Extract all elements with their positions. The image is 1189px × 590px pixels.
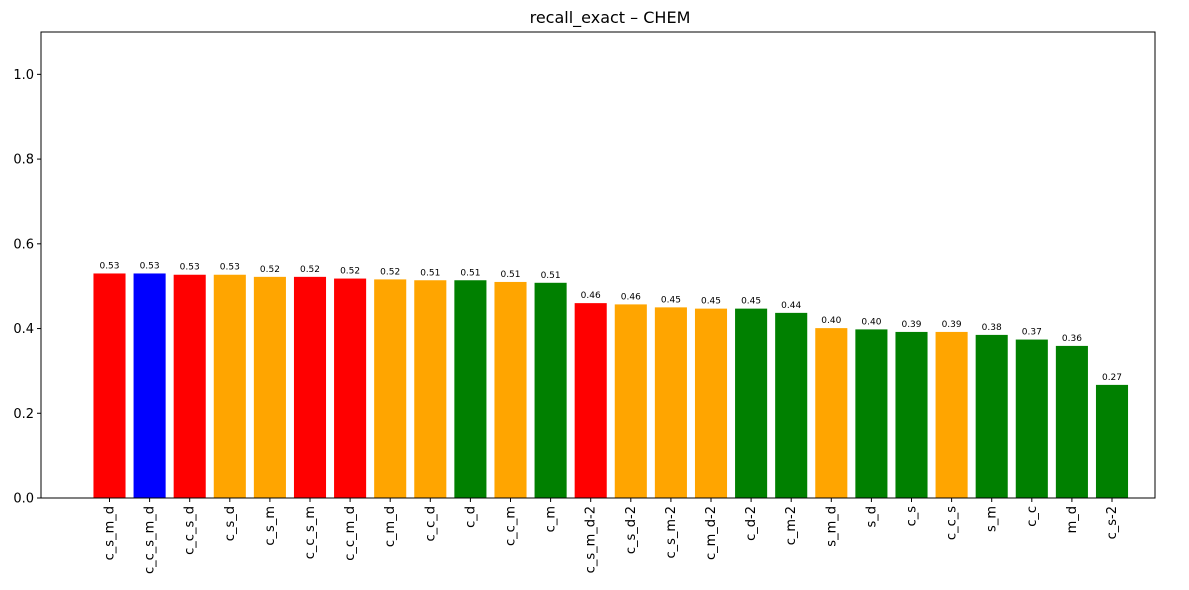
bar-value-label: 0.46 [581,291,601,301]
bar-value-labels: 0.53 0.53 0.53 0.53 0.52 0.52 0.52 0.52 0.51 0.51… [99,261,1122,382]
bar-value-label: 0.39 [901,320,921,330]
bar-value-label: 0.53 [99,261,119,271]
y-tick-label: 0.4 [13,322,34,337]
x-tick-label: c_s_m_d [103,506,118,560]
y-tick-label: 1.0 [13,68,34,83]
bar-s_m_d [815,328,848,498]
x-tick-label: c_s-2 [1105,506,1120,539]
x-tick-label: c_m-2 [784,506,799,545]
bar-m_d [1055,345,1088,498]
x-tick-label: s_d [864,506,879,528]
bar-value-label: 0.27 [1102,373,1122,383]
x-tick-label: c_c [1025,506,1040,527]
bar-value-label: 0.51 [500,270,520,280]
x-tick-label: c_s_m_d-2 [584,506,599,573]
bar-c_c [1015,339,1048,498]
bar-c_m [534,282,567,498]
bar-c_m_d-2 [694,308,728,498]
x-tick-label: s_m_d [824,506,839,547]
x-tick-label: c_c_s [945,506,960,540]
bar-c_s_m_d [93,273,126,498]
x-tick-label: c_d-2 [744,506,759,541]
x-axis: c_s_m_d c_c_s_m_d c_c_s_d c_s_d c_s_m c_c_s_m… [103,498,1120,574]
bar-value-label: 0.52 [300,265,320,275]
bar-value-label: 0.51 [420,268,440,278]
bar-s_d [855,329,888,498]
bar-c_s-2 [1095,384,1129,498]
bar-value-label: 0.40 [861,317,881,327]
bar-c_c_s [935,331,968,498]
x-tick-label: c_c_s_m [303,506,318,559]
bar-c_c_m [494,281,527,498]
y-tick-label: 0.6 [13,237,34,252]
bar-c_c_d [414,280,447,498]
chart-title: recall_exact – CHEM [530,8,691,28]
bar-value-label: 0.52 [380,267,400,277]
y-axis: 0.0 0.2 0.4 0.6 0.8 1.0 [13,68,41,507]
x-tick-label: c_s_d-2 [624,506,639,554]
x-tick-label: c_s_m-2 [664,506,679,559]
bar-value-label: 0.51 [460,268,480,278]
bars-group [93,273,1129,498]
x-tick-label: c_s [905,506,920,527]
bar-c_s [895,331,928,498]
bar-value-label: 0.52 [340,267,360,277]
y-tick-label: 0.2 [13,407,34,422]
bar-value-label: 0.36 [1062,334,1082,344]
bar-value-label: 0.38 [982,323,1002,333]
bar-c_m_d [374,279,407,498]
bar-value-label: 0.52 [260,265,280,275]
bar-c_s_m-2 [654,307,687,498]
bar-value-label: 0.40 [821,316,841,326]
x-tick-label: c_s_m [263,506,278,546]
bar-c_s_m [253,276,286,498]
bar-value-label: 0.53 [220,263,240,273]
x-tick-label: c_c_s_d [183,506,198,555]
bar-c_s_d [213,274,246,498]
bar-value-label: 0.53 [140,261,160,271]
bar-s_m [975,334,1008,498]
bar-value-label: 0.44 [781,301,801,311]
bar-value-label: 0.46 [621,292,641,302]
bar-value-label: 0.53 [180,263,200,273]
x-tick-label: c_m [544,506,559,532]
bar-c_d-2 [735,308,768,498]
bar-c_d [454,280,487,498]
bar-c_c_s_d [173,274,206,498]
bar-value-label: 0.37 [1022,328,1042,338]
x-tick-label: c_c_d [423,506,438,542]
bar-c_m-2 [775,312,808,498]
x-tick-label: c_m_d-2 [704,506,719,560]
x-tick-label: m_d [1065,506,1080,533]
bar-c_c_s_m [293,276,327,498]
x-tick-label: c_c_s_m_d [143,506,158,574]
x-tick-label: c_c_m [504,506,519,546]
x-tick-label: c_d [463,506,478,528]
x-tick-label: c_c_m_d [343,506,358,561]
bar-c_c_s_m_d [133,273,166,498]
bar-c_s_d-2 [614,304,647,498]
x-tick-label: c_s_d [223,506,238,541]
plot-frame [40,31,1156,499]
bar-c_c_m_d [334,278,367,498]
y-tick-label: 0.0 [13,492,34,507]
bar-value-label: 0.45 [701,297,721,307]
bar-value-label: 0.45 [661,295,681,305]
bar-value-label: 0.45 [741,297,761,307]
x-tick-label: s_m [985,506,1000,532]
bar-value-label: 0.51 [541,271,561,281]
y-tick-label: 0.8 [13,153,34,168]
bar-value-label: 0.39 [942,320,962,330]
x-tick-label: c_m_d [383,506,398,547]
bar-c_s_m_d-2 [574,303,607,498]
